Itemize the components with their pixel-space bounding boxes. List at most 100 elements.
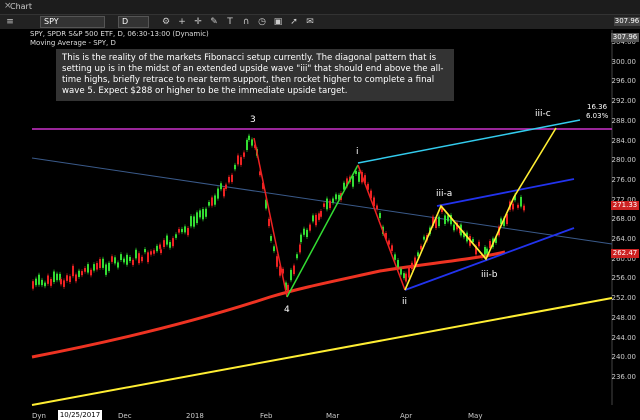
wave-label-3: 3 [250,115,256,125]
candle-body [463,232,465,238]
blue-upper-channel [436,178,575,207]
candle-body [268,218,270,227]
menu-icon[interactable]: ≡ [6,17,14,27]
window-title: Chart [10,2,32,11]
candle-body [240,157,242,165]
gear-icon[interactable]: ⚙ [161,17,171,27]
candle-body [237,155,239,165]
candle-body [432,216,434,226]
date-box: 10/25/2017 [58,410,102,420]
candle-body [270,236,272,241]
cyan-channel-line [357,119,581,164]
camera-icon[interactable]: ▣ [273,17,283,27]
twitter-icon[interactable]: ✉ [306,17,314,27]
wave-label-ii: ii [402,297,408,307]
text-icon[interactable]: T [227,17,233,27]
candle-body [338,194,340,200]
candle-body [231,174,233,182]
candle-body [87,264,89,273]
candle-body [285,282,287,291]
wave-iii-b-line [440,205,487,260]
candle-body [262,182,264,189]
wave-label-4: 4 [284,305,290,315]
wave-label-iii-a: iii-a [436,189,453,199]
candle-body [296,254,298,259]
candle-body [208,202,210,206]
candle-body [99,259,101,269]
candle-body [318,213,320,220]
y-tick-label: 252.00 [611,294,637,303]
candle-body [346,178,348,187]
window-titlebar: × Chart [0,0,640,15]
y-tick-label: 244.00 [611,333,637,342]
candle-body [56,273,58,281]
candle-body [500,218,502,225]
candle-body [444,215,446,224]
y-tick-label: 264.00 [611,235,637,243]
x-tick-dec: Dec [118,412,132,420]
candle-body [50,278,52,286]
wave-label-i: i [356,147,359,157]
y-tick-label: 296.00 [611,77,637,86]
candle-body [394,254,396,260]
candle-body [163,240,165,248]
candle-body [523,205,525,211]
candle-body [172,238,174,247]
pencil-icon[interactable]: ✎ [210,17,218,27]
crosshair-icon[interactable]: ✛ [194,17,202,27]
candle-body [379,213,381,219]
candle-body [169,242,171,248]
candle-body [441,206,443,212]
candle-body [332,198,334,203]
candle-body [69,276,71,283]
candle-body [276,256,278,267]
candle-body [129,256,131,261]
candle-body [234,164,236,170]
close-icon[interactable]: × [4,1,12,11]
candle-body [417,252,419,257]
candle-body [300,234,302,243]
candle-body [376,205,378,210]
candle-body [150,251,152,255]
candle-body [159,244,161,249]
candlesticks [32,133,525,293]
candle-body [385,232,387,239]
x-tick-2018: 2018 [186,412,204,420]
candle-body [411,262,413,270]
arrow-icon[interactable]: ➚ [290,17,298,27]
candle-body [299,244,301,253]
candle-body [472,239,474,243]
candle-body [66,275,68,281]
x-tick-may: May [468,412,483,420]
candle-body [75,274,77,282]
blue-lower-channel [404,227,575,291]
interval-select[interactable]: D [118,16,149,28]
candle-body [156,245,158,252]
candle-body [506,213,508,225]
target-points: 16.36 [587,103,608,111]
y-tick-label: 292.00 [611,97,637,106]
symbol-input[interactable]: SPY [40,16,105,28]
clock-icon[interactable]: ◷ [258,17,266,27]
candle-body [147,252,149,263]
magnet-icon[interactable]: ∩ [242,17,250,27]
candle-body [329,200,331,209]
candle-body [400,268,402,275]
candle-body [178,229,180,233]
candle-body [279,266,281,276]
candle-body [223,188,225,197]
candle-body [293,265,295,275]
candle-body [41,279,43,286]
candle-body [453,224,455,231]
candle-body [408,267,410,278]
candle-body [184,226,186,233]
candle-body [117,262,119,268]
candle-body [495,237,497,243]
annotation-box[interactable]: This is the reality of the markets Fibon… [56,49,454,101]
candle-body [243,152,245,157]
candle-body [489,241,491,248]
candle-body [72,265,74,277]
candle-body [259,171,261,176]
plus-icon[interactable]: + [178,17,186,27]
